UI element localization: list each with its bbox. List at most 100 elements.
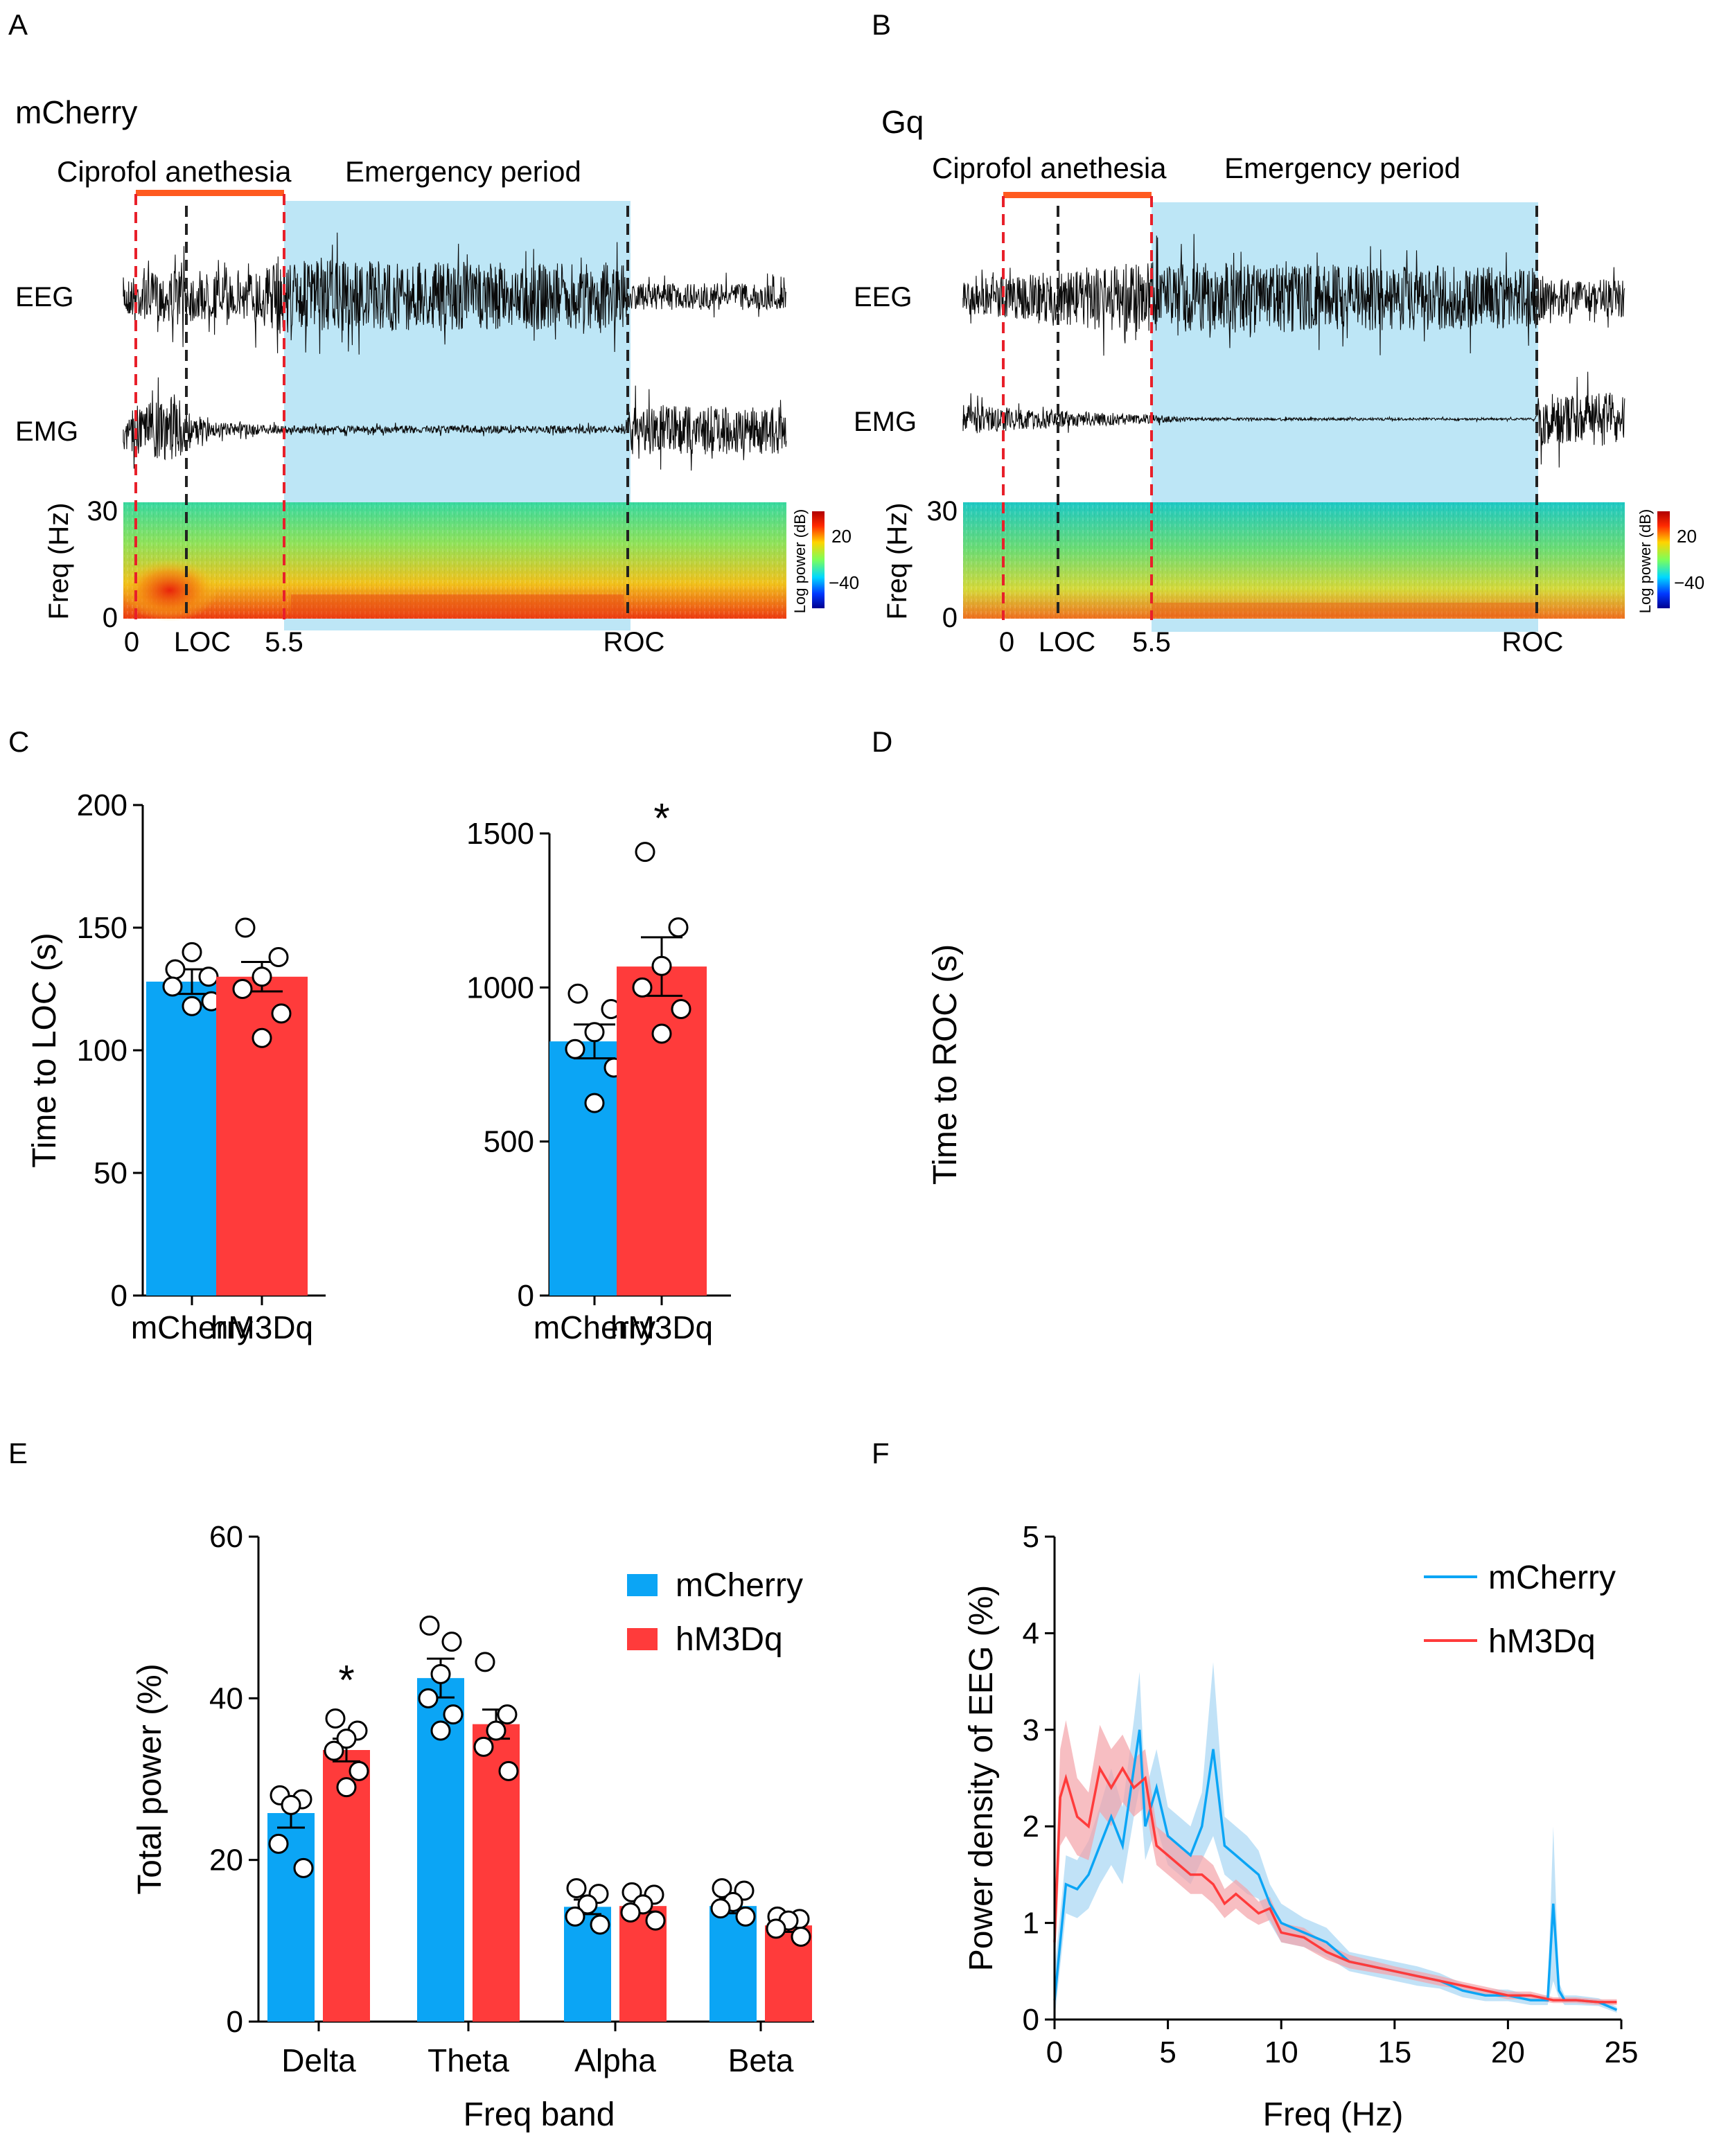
data-point xyxy=(268,946,289,967)
event-label-roc: ROC xyxy=(1502,627,1564,657)
data-point xyxy=(349,1760,369,1781)
bar-hm3dq xyxy=(617,966,707,1296)
y-tick-label: 20 xyxy=(209,1844,243,1877)
spectrogram-texture xyxy=(123,502,786,619)
data-point xyxy=(430,1663,451,1684)
event-label-5-5: 5.5 xyxy=(265,627,303,657)
significance-star: * xyxy=(653,795,669,842)
data-point xyxy=(766,1918,786,1939)
data-point xyxy=(712,1878,732,1898)
trace-line xyxy=(123,377,787,471)
data-point xyxy=(635,842,655,863)
x-axis-title: Freq band xyxy=(464,2096,615,2133)
data-point xyxy=(418,1688,439,1708)
x-tick-label: mCherry xyxy=(534,1309,655,1345)
anesthesia-bar xyxy=(136,190,284,196)
y-tick-label: 100 xyxy=(77,1034,127,1068)
data-point xyxy=(441,1632,462,1652)
data-point xyxy=(232,979,253,999)
y-axis-title: Time to ROC (s) xyxy=(927,944,964,1185)
x-tick-label: 10 xyxy=(1264,2035,1298,2069)
y-tick-label: 2 xyxy=(1023,1810,1039,1844)
data-point xyxy=(268,1833,289,1854)
panel-letter: D xyxy=(872,725,892,758)
data-point xyxy=(252,1027,272,1048)
y-axis-title: Power density of EEG (%) xyxy=(963,1585,1000,1972)
data-point xyxy=(565,1906,585,1927)
x-tick-label: hM3Dq xyxy=(211,1309,313,1345)
data-point xyxy=(632,977,653,998)
data-point xyxy=(590,1914,610,1935)
eeg-label: EEG xyxy=(15,282,73,312)
x-tick-label: 5 xyxy=(1159,2035,1176,2069)
anesthesia-label: Ciprofol anethesia xyxy=(932,152,1167,184)
data-point xyxy=(565,1039,585,1059)
colorbar-low: −40 xyxy=(1674,572,1704,593)
data-point xyxy=(486,1720,506,1741)
y-axis-title: Total power (%) xyxy=(132,1663,168,1894)
panel-b: B Gq Ciprofol anethesia Emergency period… xyxy=(854,8,1704,657)
data-point xyxy=(473,1736,494,1757)
panel-e-chart: E 0 20 40 60 Total power (%) Freq band Delta * Th… xyxy=(8,1437,814,2133)
data-point xyxy=(325,1708,346,1729)
data-point xyxy=(252,966,272,987)
spectrogram-hotspot xyxy=(121,559,218,621)
y-tick-label: 0 xyxy=(1023,2003,1039,2037)
emg-label: EMG xyxy=(854,407,917,437)
spectrogram-lowband xyxy=(1152,603,1538,617)
data-point xyxy=(668,917,689,938)
data-point xyxy=(710,1898,731,1919)
event-label-0: 0 xyxy=(124,627,139,657)
colorbar xyxy=(1657,511,1670,608)
legend-label: hM3Dq xyxy=(1488,1623,1596,1660)
x-tick-label: Theta xyxy=(427,2042,509,2078)
colorbar-low: −40 xyxy=(829,572,859,593)
trace-line xyxy=(962,371,1625,468)
data-point xyxy=(182,996,202,1016)
spectrogram-lowband xyxy=(291,594,624,615)
emg-trace xyxy=(123,377,787,471)
panel-letter: E xyxy=(8,1437,28,1469)
event-label-loc: LOC xyxy=(174,627,231,657)
data-point xyxy=(645,1910,666,1931)
x-tick-label: hM3Dq xyxy=(610,1309,713,1345)
panel-d-chart: D 0 500 1000 1500 Time to ROC (s) mCherryhM3Dq… xyxy=(466,725,964,1345)
y-tick-label: 3 xyxy=(1023,1713,1039,1747)
data-point xyxy=(651,955,672,976)
freq-tick-bottom: 0 xyxy=(942,603,958,633)
data-point xyxy=(293,1857,314,1878)
y-tick-label: 60 xyxy=(209,1520,243,1554)
trace-line xyxy=(123,232,787,355)
event-label-roc: ROC xyxy=(603,627,665,657)
y-tick-label: 50 xyxy=(94,1156,127,1190)
data-point xyxy=(620,1902,641,1923)
data-point xyxy=(566,1878,587,1898)
data-point xyxy=(336,1729,357,1749)
data-point xyxy=(475,1652,495,1672)
y-tick-label: 1 xyxy=(1023,1907,1039,1941)
data-point xyxy=(671,998,691,1019)
y-tick-label: 200 xyxy=(77,788,127,822)
data-point xyxy=(281,1794,301,1815)
panel-a: A mCherry Ciprofol anethesia Emergency p… xyxy=(8,8,859,657)
eeg-trace xyxy=(123,232,787,355)
data-point xyxy=(584,1093,605,1113)
emg-label: EMG xyxy=(15,416,78,447)
panel-a-group-title: mCherry xyxy=(15,94,137,130)
data-point xyxy=(235,917,256,938)
x-tick-label: 25 xyxy=(1605,2035,1639,2069)
colorbar xyxy=(812,511,825,608)
data-point xyxy=(498,1760,519,1781)
data-point xyxy=(162,976,183,997)
legend-swatch-mcherry xyxy=(627,1574,658,1596)
y-tick-label: 40 xyxy=(209,1681,243,1715)
bar-hm3dq xyxy=(216,976,308,1296)
emergence-label: Emergency period xyxy=(345,155,581,188)
data-point xyxy=(198,966,219,987)
y-tick-label: 4 xyxy=(1023,1616,1039,1650)
panel-a-letter: A xyxy=(8,8,28,41)
event-label-0: 0 xyxy=(999,627,1014,657)
x-tick-label: mCherry xyxy=(131,1309,253,1345)
